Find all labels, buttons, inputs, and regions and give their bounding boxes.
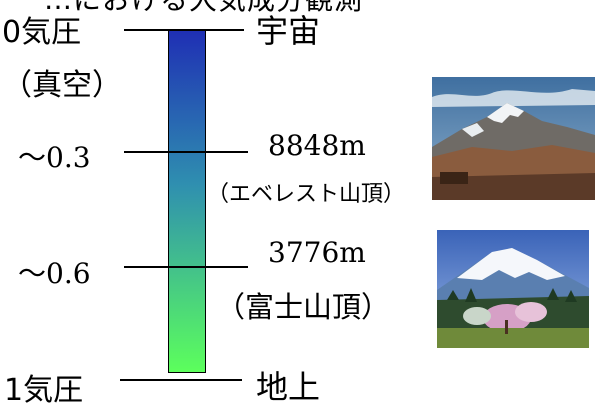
- label-everest-altitude: 8848m: [268, 129, 366, 162]
- label-everest-summit: （エベレスト山頂）: [207, 182, 406, 207]
- label-0-atm: 0気圧: [2, 15, 82, 50]
- label-0.3-atm: ～0.3: [18, 141, 91, 174]
- tick-line-fuji: [124, 266, 248, 268]
- label-fuji-altitude: 3776m: [268, 236, 366, 269]
- tick-line-ground: [120, 379, 242, 381]
- everest-photo: [432, 77, 595, 200]
- label-vacuum: （真空）: [2, 68, 122, 103]
- label-fuji-summit: （富士山頂）: [216, 290, 391, 324]
- label-space: 宇宙: [256, 12, 321, 50]
- fuji-photo: [437, 230, 589, 348]
- label-ground: 地上: [256, 368, 321, 406]
- pressure-gradient-bar: [168, 30, 206, 373]
- label-1-atm: 1気圧: [4, 373, 84, 408]
- tick-line-space: [124, 29, 244, 31]
- label-0.6-atm: ～0.6: [18, 257, 91, 290]
- tick-line-everest: [124, 151, 248, 153]
